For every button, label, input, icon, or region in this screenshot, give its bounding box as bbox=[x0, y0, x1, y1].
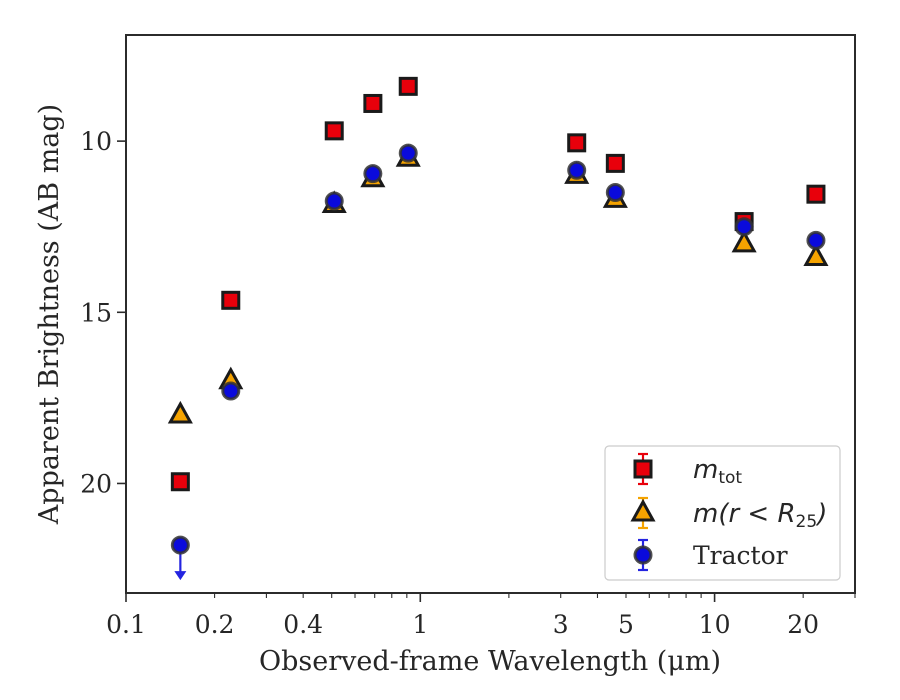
circle-marker bbox=[398, 143, 418, 163]
circle-marker bbox=[221, 381, 241, 401]
x-tick-label: 20 bbox=[787, 610, 819, 639]
circle-marker bbox=[324, 191, 344, 211]
x-ticks: 0.1 0.2 0.4 1 3 5 10 20 bbox=[106, 593, 856, 639]
triangle-marker bbox=[803, 243, 829, 267]
legend-circle-marker bbox=[633, 545, 653, 565]
circle-marker bbox=[734, 217, 754, 237]
square-marker bbox=[806, 184, 826, 204]
x-tick-label: 0.4 bbox=[283, 610, 323, 639]
plot-frame bbox=[125, 34, 856, 594]
legend-square-marker bbox=[633, 459, 653, 479]
x-tick-label: 5 bbox=[618, 610, 634, 639]
square-marker bbox=[363, 93, 383, 113]
triangle-marker bbox=[167, 400, 193, 424]
square-marker bbox=[170, 472, 190, 492]
data-markers bbox=[167, 76, 829, 581]
circle-marker bbox=[170, 535, 190, 555]
square-marker bbox=[605, 153, 625, 173]
legend-label: m(r < R25) bbox=[693, 499, 827, 532]
legend-label: mtot bbox=[693, 455, 742, 488]
y-tick-label: 15 bbox=[80, 298, 112, 327]
legend-box bbox=[604, 445, 841, 581]
x-tick-label: 10 bbox=[699, 610, 731, 639]
upper-limit-arrow-head bbox=[174, 571, 187, 581]
x-tick-label: 3 bbox=[553, 610, 569, 639]
square-marker bbox=[567, 133, 587, 153]
x-tick-label: 1 bbox=[412, 610, 428, 639]
circle-marker bbox=[363, 164, 383, 184]
circle-marker bbox=[567, 160, 587, 180]
legend: mtot m(r < R25) Tractor bbox=[604, 445, 841, 581]
x-axis-label: Observed-frame Wavelength (μm) bbox=[259, 646, 721, 677]
square-marker bbox=[398, 76, 418, 96]
y-tick-label: 10 bbox=[80, 127, 112, 156]
x-tick-label: 0.1 bbox=[106, 610, 146, 639]
triangle-marker bbox=[731, 229, 757, 253]
legend-triangle-marker bbox=[630, 498, 656, 522]
square-marker bbox=[221, 290, 241, 310]
circle-marker bbox=[605, 182, 625, 202]
y-axis-label: Apparent Brightness (AB mag) bbox=[34, 104, 65, 525]
y-tick-label: 20 bbox=[80, 469, 112, 498]
y-ticks: 10 15 20 bbox=[80, 127, 126, 498]
legend-label: Tractor bbox=[693, 541, 788, 570]
square-marker bbox=[324, 121, 344, 141]
x-tick-label: 0.2 bbox=[195, 610, 235, 639]
circle-marker bbox=[806, 230, 826, 250]
